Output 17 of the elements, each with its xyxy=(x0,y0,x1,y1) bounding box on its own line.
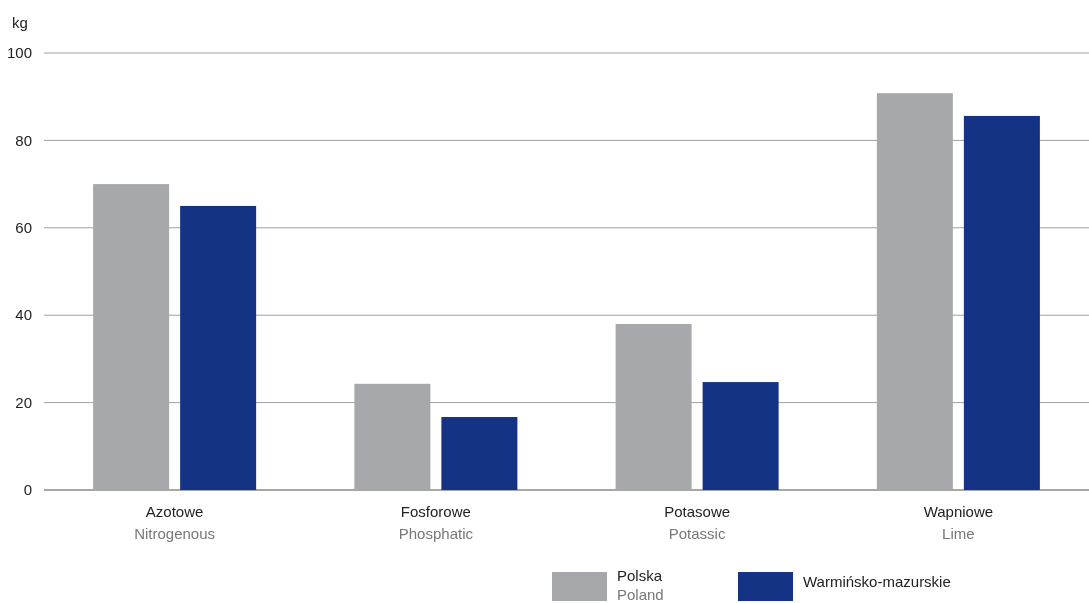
bar xyxy=(702,382,779,490)
y-axis-title: kg xyxy=(12,14,28,31)
bar xyxy=(963,115,1040,490)
y-tick-label: 80 xyxy=(15,131,32,149)
x-tick-label: Wapniowe Lime xyxy=(923,503,994,542)
x-tick-label: Azotowe Nitrogenous xyxy=(134,503,216,542)
y-tick-label: 60 xyxy=(15,219,32,237)
y-tick-label: 100 xyxy=(6,44,32,62)
bar xyxy=(180,205,257,490)
legend-label: Polska Poland xyxy=(617,567,664,603)
y-tick-label: 40 xyxy=(15,306,32,324)
bar xyxy=(441,417,518,490)
y-tick-label: 0 xyxy=(23,481,32,499)
x-tick-label: Potasowe Potassic xyxy=(664,503,731,542)
legend-label: Warmińsko-mazurskie xyxy=(803,573,951,590)
y-tick-label: 20 xyxy=(15,393,32,411)
x-tick-label: Fosforowe Phosphatic xyxy=(398,503,474,542)
